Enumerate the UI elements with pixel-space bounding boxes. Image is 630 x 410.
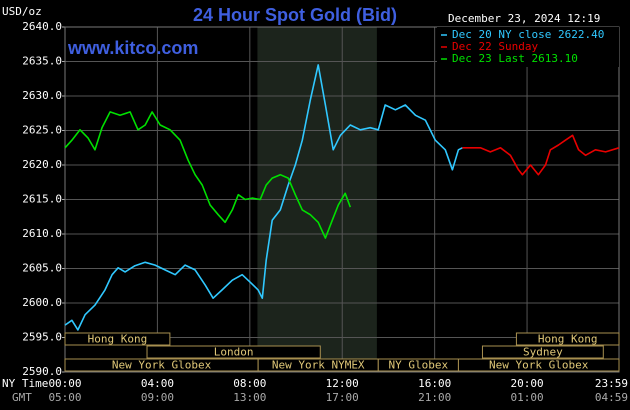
y-tick-label: 2590.0 — [22, 365, 62, 378]
x-tick-label: 12:00 — [326, 377, 359, 390]
series-line — [64, 64, 463, 331]
plot-frame — [64, 26, 620, 373]
session-label: Hong Kong — [538, 333, 598, 346]
session-label: New York Globex — [112, 359, 212, 372]
y-tick-label: 2625.0 — [22, 124, 62, 137]
legend-label: Dec 23 Last 2613.10 — [452, 52, 578, 65]
y-tick-label: 2615.0 — [22, 193, 62, 206]
x2-tick-label: 01:00 — [510, 391, 543, 404]
y-tick-label: 2610.0 — [22, 227, 62, 240]
session-label: London — [214, 346, 254, 359]
y-tick-label: 2635.0 — [22, 55, 62, 68]
session-box — [515, 332, 620, 346]
y-axis-label: USD/oz — [2, 5, 42, 18]
x-tick-label: 08:00 — [233, 377, 266, 390]
y-tick-label: 2595.0 — [22, 331, 62, 344]
x-axis-label: NY Time — [2, 377, 48, 390]
chart-title: 24 Hour Spot Gold (Bid) — [193, 5, 397, 25]
x2-tick-label: 17:00 — [326, 391, 359, 404]
y-tick-label: 2620.0 — [22, 158, 62, 171]
timestamp: December 23, 2024 12:19 — [448, 12, 600, 25]
session-label: Sydney — [523, 346, 563, 359]
x2-tick-label: 21:00 — [418, 391, 451, 404]
session-box — [64, 332, 171, 346]
y-tick-label: 2605.0 — [22, 262, 62, 275]
series-line — [462, 134, 620, 176]
x2-tick-label: 13:00 — [233, 391, 266, 404]
y-tick-label: 2640.0 — [22, 20, 62, 33]
session-box — [457, 358, 620, 372]
series-line — [64, 111, 352, 239]
session-label: New York Globex — [489, 359, 589, 372]
legend-label: Dec 22 Sunday — [452, 40, 538, 53]
x-tick-label: 04:00 — [141, 377, 174, 390]
x2-tick-label: 09:00 — [141, 391, 174, 404]
subtitle: www.kitco.com — [67, 38, 198, 58]
session-label: Hong Kong — [88, 333, 148, 346]
session-box — [481, 345, 604, 359]
x-tick-label: 00:00 — [48, 377, 81, 390]
session-label: NY Globex — [389, 359, 449, 372]
x2-axis-label: GMT — [12, 391, 32, 404]
y-tick-label: 2600.0 — [22, 296, 62, 309]
x-tick-label: 23:59 — [595, 377, 628, 390]
x-tick-label: 16:00 — [418, 377, 451, 390]
x-tick-label: 20:00 — [510, 377, 543, 390]
x2-tick-label: 05:00 — [48, 391, 81, 404]
y-tick-label: 2630.0 — [22, 89, 62, 102]
legend-label: Dec 20 NY close 2622.40 — [452, 28, 604, 41]
session-label: New York NYMEX — [272, 359, 365, 372]
x2-tick-label: 04:59 — [595, 391, 628, 404]
legend-box — [437, 27, 619, 67]
session-box — [146, 345, 321, 359]
